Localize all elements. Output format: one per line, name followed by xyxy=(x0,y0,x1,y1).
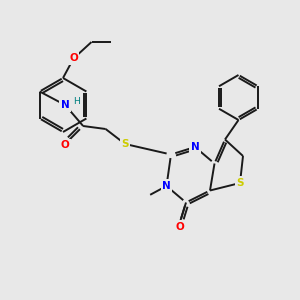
Text: N: N xyxy=(190,142,200,152)
Text: N: N xyxy=(61,100,70,110)
Text: N: N xyxy=(162,181,171,191)
Text: O: O xyxy=(61,140,70,151)
Text: O: O xyxy=(176,221,184,232)
Text: O: O xyxy=(69,53,78,64)
Text: S: S xyxy=(236,178,244,188)
Text: S: S xyxy=(122,139,129,149)
Text: H: H xyxy=(74,97,80,106)
